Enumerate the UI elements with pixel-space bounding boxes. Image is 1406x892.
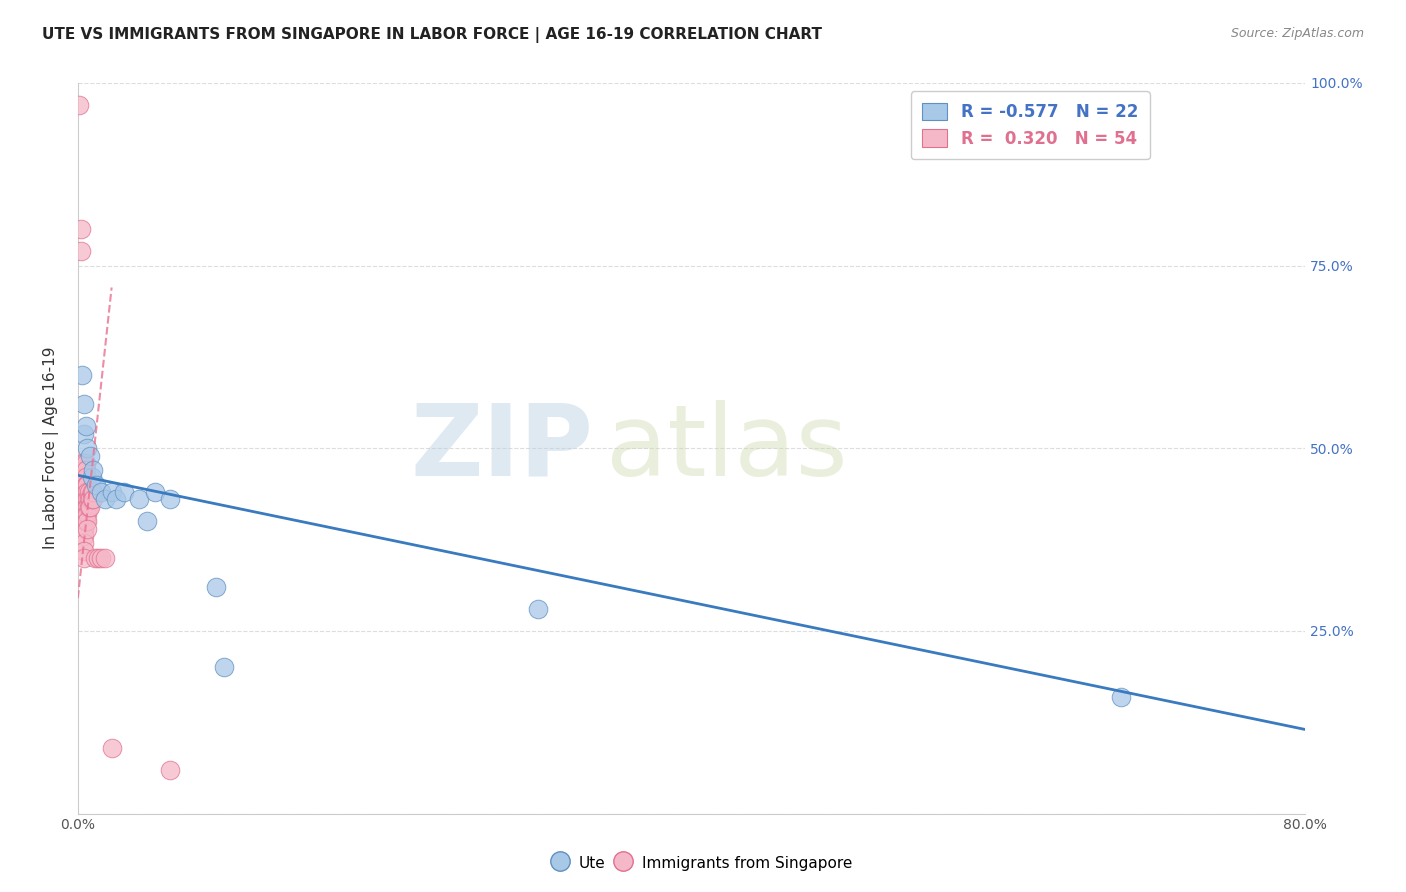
Point: [73, 463, 96, 477]
Point: [72, 456, 94, 470]
Point: [143, 485, 166, 500]
Point: [112, 485, 135, 500]
Point: [135, 514, 157, 528]
Point: [73, 500, 96, 514]
Legend: Ute, Immigrants from Singapore: Ute, Immigrants from Singapore: [547, 846, 859, 880]
Point: [72, 485, 94, 500]
Point: [80, 492, 103, 507]
Point: [72, 470, 94, 484]
Point: [72, 463, 94, 477]
Point: [72, 492, 94, 507]
Point: [75, 477, 97, 491]
Point: [73, 514, 96, 528]
Point: [73, 456, 96, 470]
Point: [90, 485, 112, 500]
Point: [76, 442, 98, 456]
Point: [82, 485, 104, 500]
Point: [212, 660, 235, 674]
Point: [76, 507, 98, 521]
Point: [100, 485, 122, 500]
Point: [70, 244, 93, 258]
Point: [73, 485, 96, 500]
Text: atlas: atlas: [606, 400, 848, 497]
Point: [76, 485, 98, 500]
Point: [75, 419, 97, 434]
Point: [205, 580, 228, 594]
Point: [75, 507, 97, 521]
Point: [70, 222, 93, 236]
Text: Source: ZipAtlas.com: Source: ZipAtlas.com: [1230, 27, 1364, 40]
Point: [73, 492, 96, 507]
Y-axis label: In Labor Force | Age 16-19: In Labor Force | Age 16-19: [44, 347, 59, 549]
Point: [75, 500, 97, 514]
Point: [79, 500, 101, 514]
Point: [84, 477, 107, 491]
Point: [83, 550, 105, 565]
Point: [76, 514, 98, 528]
Point: [72, 477, 94, 491]
Point: [72, 368, 94, 383]
Point: [90, 550, 112, 565]
Point: [73, 536, 96, 550]
Point: [76, 492, 98, 507]
Point: [82, 463, 104, 477]
Point: [73, 397, 96, 411]
Legend: R = -0.577   N = 22, R =  0.320   N = 54: R = -0.577 N = 22, R = 0.320 N = 54: [911, 91, 1150, 160]
Point: [73, 529, 96, 543]
Point: [73, 507, 96, 521]
Point: [80, 485, 103, 500]
Point: [73, 543, 96, 558]
Text: UTE VS IMMIGRANTS FROM SINGAPORE IN LABOR FORCE | AGE 16-19 CORRELATION CHART: UTE VS IMMIGRANTS FROM SINGAPORE IN LABO…: [42, 27, 823, 43]
Point: [76, 500, 98, 514]
Point: [82, 492, 104, 507]
Point: [73, 477, 96, 491]
Point: [75, 470, 97, 484]
Point: [159, 492, 181, 507]
Point: [94, 492, 117, 507]
Point: [527, 602, 550, 616]
Point: [77, 492, 100, 507]
Point: [75, 463, 97, 477]
Point: [76, 522, 98, 536]
Point: [73, 470, 96, 484]
Point: [128, 492, 150, 507]
Point: [73, 522, 96, 536]
Point: [77, 500, 100, 514]
Point: [79, 492, 101, 507]
Point: [75, 514, 97, 528]
Point: [105, 492, 128, 507]
Point: [73, 426, 96, 441]
Point: [100, 740, 122, 755]
Point: [94, 550, 117, 565]
Point: [79, 449, 101, 463]
Point: [159, 763, 181, 777]
Point: [77, 485, 100, 500]
Text: ZIP: ZIP: [411, 400, 593, 497]
Point: [73, 550, 96, 565]
Point: [75, 485, 97, 500]
Point: [76, 477, 98, 491]
Point: [75, 456, 97, 470]
Point: [80, 470, 103, 484]
Point: [1109, 690, 1132, 704]
Point: [75, 492, 97, 507]
Point: [67, 98, 90, 112]
Point: [87, 550, 110, 565]
